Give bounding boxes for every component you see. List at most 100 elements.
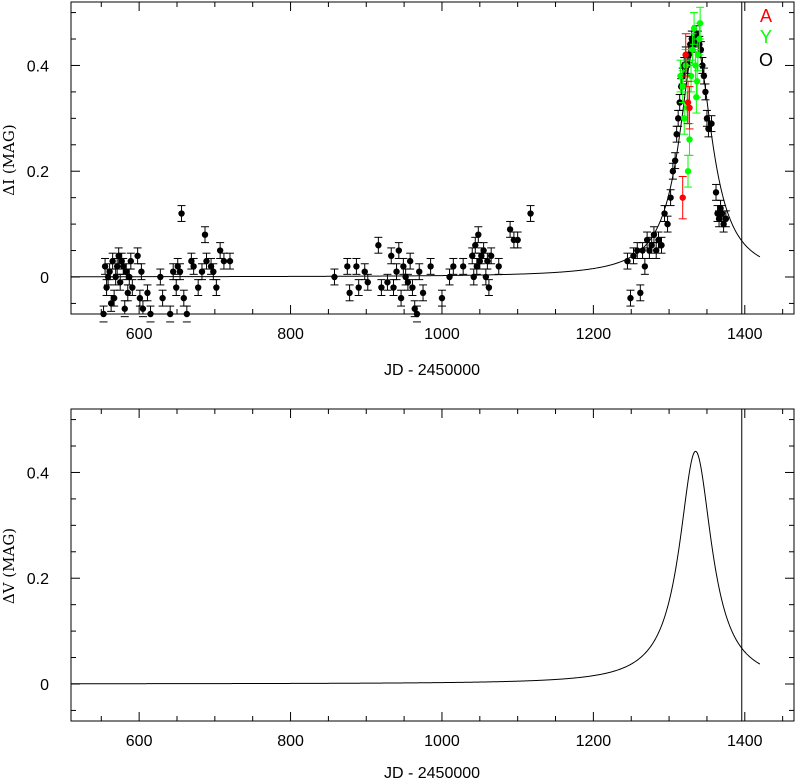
data-point-o: [526, 205, 535, 222]
legend: A Y O: [759, 6, 773, 70]
data-point-o: [629, 247, 638, 265]
marker: [331, 273, 338, 281]
marker: [346, 289, 353, 297]
data-point-a: [681, 33, 690, 77]
marker: [648, 242, 655, 249]
marker: [207, 263, 215, 270]
marker: [686, 136, 693, 143]
data-point-o: [207, 257, 216, 275]
data-point-o: [105, 263, 114, 281]
data-point-o: [101, 257, 110, 275]
data-point-o: [389, 279, 398, 296]
data-point-o: [225, 252, 234, 270]
data-point-o: [330, 268, 339, 286]
data-point-o: [487, 247, 496, 265]
data-point-o: [201, 226, 210, 244]
marker: [495, 263, 502, 270]
data-point-o: [468, 247, 477, 265]
marker: [413, 310, 421, 318]
marker: [134, 252, 141, 260]
marker: [527, 210, 534, 217]
marker: [703, 115, 711, 122]
data-point-o: [712, 183, 721, 201]
marker: [679, 83, 686, 90]
marker: [469, 252, 476, 260]
data-point-o: [449, 257, 458, 275]
marker: [101, 263, 109, 270]
y-tick-label: 0: [40, 270, 49, 287]
marker: [459, 263, 467, 270]
model-curve: [71, 450, 761, 685]
marker: [113, 263, 121, 270]
marker: [485, 284, 493, 291]
data-point-o: [202, 252, 211, 270]
marker: [720, 220, 727, 228]
marker: [639, 247, 646, 254]
data-point-y: [685, 123, 694, 156]
x-axis-label: JD - 2450000: [384, 765, 480, 782]
marker: [487, 252, 495, 260]
data-point-o: [172, 279, 181, 296]
model-curve-group: [71, 450, 761, 685]
marker: [201, 231, 209, 238]
y-tick-label: 0: [40, 677, 49, 694]
marker: [126, 273, 133, 281]
data-point-o: [383, 273, 392, 291]
data-point-y: [696, 6, 705, 40]
marker: [147, 310, 154, 318]
marker: [681, 115, 688, 122]
marker: [124, 289, 131, 297]
data-point-o: [403, 273, 412, 291]
data-point-o: [660, 205, 669, 222]
panel-delta-i: 600 800 1000 1200 1400 0 0.2 0.4 JD - 2450000 Δ…: [0, 1, 795, 379]
data-point-o: [469, 268, 478, 286]
marker: [450, 263, 457, 270]
data-point-o: [212, 279, 221, 296]
data-point-o: [408, 279, 417, 296]
data-point-o: [506, 220, 515, 238]
marker: [112, 273, 119, 281]
ticks-group: 600 800 1000 1200 1400 0 0.2 0.4: [27, 409, 794, 750]
marker: [702, 88, 709, 96]
x-tick-label: 800: [277, 326, 304, 343]
data-point-o: [177, 205, 186, 222]
marker: [176, 268, 184, 275]
x-tick-label: 1400: [727, 733, 763, 750]
data-point-o: [437, 289, 446, 307]
marker: [411, 305, 418, 312]
data-point-o: [158, 289, 167, 307]
data-point-o: [626, 289, 635, 307]
marker: [120, 263, 127, 270]
data-point-o: [123, 284, 132, 302]
marker: [690, 25, 698, 32]
marker: [630, 252, 637, 260]
marker: [482, 273, 490, 281]
data-point-o: [102, 279, 111, 296]
data-point-o: [216, 242, 225, 259]
data-point-o: [415, 263, 424, 281]
marker: [375, 242, 382, 249]
marker: [188, 257, 195, 265]
ticks-group: 600 800 1000 1200 1400 0 0.2 0.4: [27, 2, 794, 343]
marker: [673, 131, 680, 138]
data-point-o: [663, 215, 672, 233]
data-point-o: [179, 289, 188, 307]
marker: [484, 257, 491, 265]
marker: [115, 252, 122, 260]
data-point-o: [397, 289, 406, 307]
data-point-o: [363, 273, 372, 291]
x-axis-label: JD - 2450000: [384, 362, 480, 379]
data-point-o: [666, 189, 675, 207]
data-point-o: [122, 263, 131, 281]
plot-frame: [70, 408, 795, 722]
data-point-o: [392, 263, 401, 281]
marker: [686, 104, 693, 111]
marker: [395, 247, 403, 254]
marker: [190, 263, 197, 270]
data-point-o: [623, 252, 632, 270]
marker: [210, 268, 217, 275]
marker: [667, 194, 674, 201]
marker: [136, 294, 144, 302]
marker: [109, 257, 116, 265]
model-curve-group: [71, 41, 761, 278]
